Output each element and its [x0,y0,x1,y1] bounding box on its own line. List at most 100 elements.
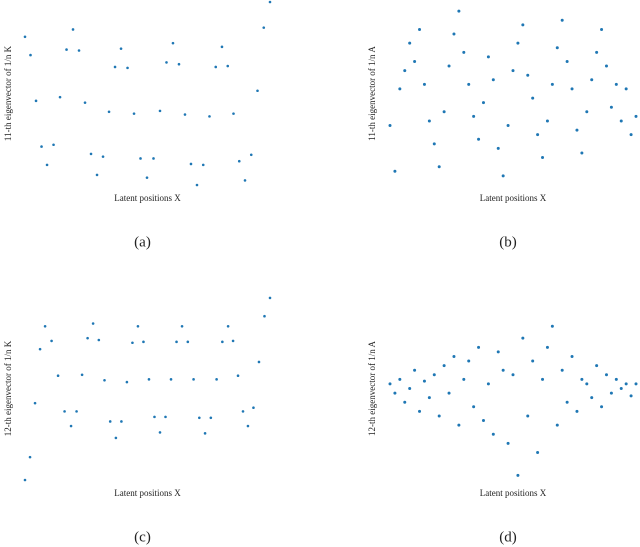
point [101,155,105,158]
point [560,18,564,22]
point [203,432,207,435]
point [153,415,156,419]
point [413,368,417,372]
point [125,380,129,384]
point [186,340,190,344]
point [120,420,123,423]
point [550,324,554,328]
point [521,336,525,340]
point [531,96,535,100]
point [45,163,49,167]
caption: (b) [499,234,517,250]
point [398,87,402,91]
point [113,65,117,69]
point [536,133,540,137]
point [467,359,471,363]
point [629,133,633,137]
point [189,162,193,166]
point [158,431,162,434]
point [491,78,495,82]
point [531,359,535,363]
point [570,354,574,358]
point [107,110,111,114]
point [555,423,559,427]
point [604,64,608,68]
point [169,378,173,381]
point [472,405,476,409]
point [80,373,84,377]
point [33,401,37,405]
point [526,73,530,77]
point [201,163,205,167]
point [600,27,604,31]
point [226,324,230,328]
point [545,345,549,349]
point [75,410,78,413]
point [236,374,240,377]
point [171,41,175,45]
point [34,99,38,103]
point [183,113,187,116]
point [634,382,638,386]
point [555,46,559,50]
point [427,396,431,400]
point [536,451,540,455]
point [126,66,129,70]
caption: (d) [499,529,517,545]
point [541,377,545,381]
point [58,95,62,99]
point [38,347,42,351]
point [71,28,75,31]
point [263,314,266,318]
point [506,441,510,445]
point [246,424,250,428]
point [516,41,520,45]
point [609,105,613,109]
point [209,416,213,420]
point [388,382,392,386]
point [108,420,112,423]
point [63,410,66,413]
point [164,415,167,419]
point [590,78,594,82]
point [158,109,162,113]
point [521,23,525,27]
point [268,0,272,4]
point [570,87,574,91]
point [477,345,481,349]
point [491,432,495,436]
point [408,387,412,390]
y-axis-label: 12-th eigenvector of 1/n A [367,341,377,436]
point [560,368,564,372]
point [139,157,142,160]
point [192,378,195,381]
point [575,128,579,132]
point [545,119,549,123]
point [83,101,87,104]
x-axis-label: Latent positions X [114,488,181,498]
point [462,377,466,381]
point [619,387,623,390]
point [413,59,417,63]
point [132,112,136,115]
point [624,382,628,386]
caption: (a) [134,234,151,250]
point [403,69,407,73]
point [496,146,500,150]
point [145,176,149,179]
point [89,152,93,156]
point [257,360,261,364]
point [103,378,106,382]
point [256,89,259,93]
point [175,340,178,344]
point [600,405,604,409]
point [565,400,569,404]
point [481,101,485,105]
point [442,364,446,368]
point [252,406,255,410]
point [472,114,476,118]
point [177,62,181,66]
point [506,124,510,128]
point [614,82,618,86]
point [195,183,199,187]
